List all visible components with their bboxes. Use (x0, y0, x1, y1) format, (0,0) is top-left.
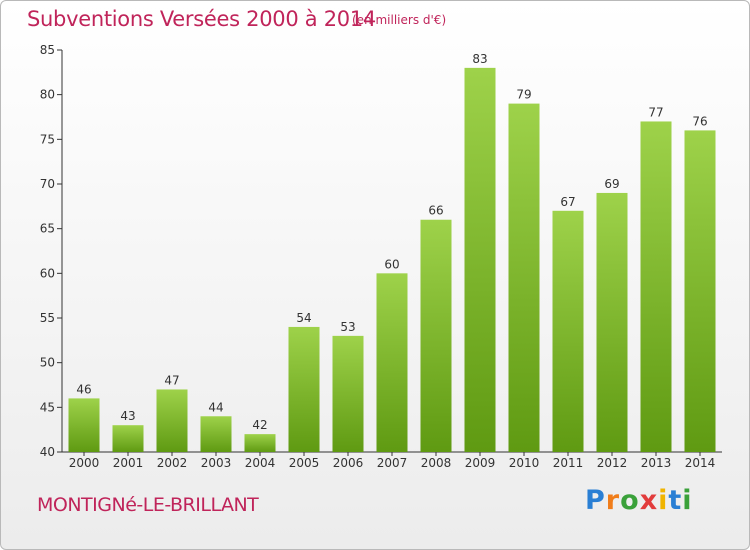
value-label-2014: 76 (692, 114, 707, 128)
x-tick-label: 2003 (201, 456, 232, 470)
value-label-2003: 44 (208, 400, 223, 414)
bar-2000 (68, 398, 100, 452)
proxiti-logo-letter: x (639, 485, 659, 516)
y-tick-label: 65 (40, 222, 55, 236)
value-label-2008: 66 (428, 204, 443, 218)
bar-2003 (200, 416, 232, 452)
bar-chart: 40 45 50 55 60 65 70 75 80 85 2000 2001 2002 2003 2004… (40, 43, 722, 470)
bar-2013 (640, 121, 672, 452)
y-tick-label: 40 (40, 445, 55, 459)
y-tick-label: 45 (40, 400, 55, 414)
proxiti-logo-letter: P (585, 485, 606, 516)
bar-2001 (112, 425, 144, 452)
bar-2004 (244, 434, 276, 452)
x-tick-label: 2001 (113, 456, 144, 470)
x-tick-label: 2007 (377, 456, 408, 470)
proxiti-logo-letter: t (668, 485, 683, 516)
y-tick-label: 60 (40, 266, 55, 280)
chart-subtitle: (en milliers d'€) (352, 13, 447, 27)
proxiti-logo-letter: o (620, 485, 640, 516)
value-label-2013: 77 (648, 105, 663, 119)
value-label-2006: 53 (340, 320, 355, 334)
bar-2012 (596, 192, 628, 452)
y-tick-label: 70 (40, 177, 55, 191)
x-tick-label: 2012 (597, 456, 628, 470)
proxiti-logo-letter: i (658, 485, 669, 516)
value-label-2011: 67 (560, 195, 575, 209)
x-tick-label: 2008 (421, 456, 452, 470)
value-label-2010: 79 (516, 88, 531, 102)
bar-2006 (332, 335, 364, 452)
chart-title: Subventions Versées 2000 à 2014 (27, 7, 376, 31)
x-tick-label: 2004 (245, 456, 276, 470)
x-tick-label: 2010 (509, 456, 540, 470)
value-label-2009: 83 (472, 52, 487, 66)
axes: 40 45 50 55 60 65 70 75 80 85 2000 2001 2002 2003 2004… (40, 43, 722, 470)
y-tick-label: 80 (40, 88, 55, 102)
bar-2014 (684, 130, 716, 452)
value-label-2000: 46 (76, 382, 91, 396)
bar-2008 (420, 219, 452, 452)
x-tick-label: 2013 (641, 456, 672, 470)
value-label-2012: 69 (604, 177, 619, 191)
bar-2007 (376, 273, 408, 452)
bar-2009 (464, 67, 496, 452)
proxiti-logo-letter: i (682, 485, 693, 516)
y-tick-label: 50 (40, 356, 55, 370)
x-tick-label: 2014 (685, 456, 716, 470)
value-label-2004: 42 (252, 418, 267, 432)
proxiti-logo: Proxiti (585, 485, 693, 516)
y-tick-label: 85 (40, 43, 55, 57)
value-label-2002: 47 (164, 373, 179, 387)
bar-2010 (508, 103, 540, 452)
x-tick-label: 2002 (157, 456, 188, 470)
value-label-2005: 54 (296, 311, 311, 325)
bars (68, 67, 716, 452)
y-tick-label: 55 (40, 311, 55, 325)
x-tick-label: 2006 (333, 456, 364, 470)
value-labels: 46 43 47 44 42 54 53 60 66 83 79 67 69 77 76 (76, 52, 707, 432)
x-tick-label: 2009 (465, 456, 496, 470)
bar-2005 (288, 326, 320, 452)
x-tick-label: 2000 (69, 456, 100, 470)
value-label-2007: 60 (384, 257, 399, 271)
y-tick-label: 75 (40, 132, 55, 146)
bar-2011 (552, 210, 584, 452)
x-tick-label: 2005 (289, 456, 320, 470)
x-tick-label: 2011 (553, 456, 584, 470)
bar-2002 (156, 389, 188, 452)
value-label-2001: 43 (120, 409, 135, 423)
proxiti-logo-letter: r (605, 485, 621, 516)
commune-name: MONTIGNé-LE-BRILLANT (37, 494, 259, 516)
